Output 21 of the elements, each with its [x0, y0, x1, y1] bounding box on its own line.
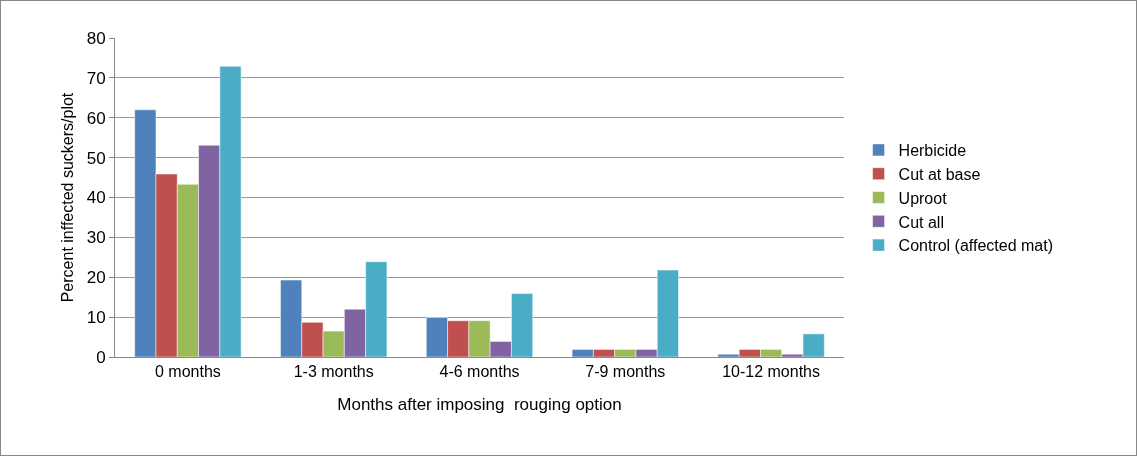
x-tick-label: 7-9 months: [585, 363, 666, 381]
y-tick-label: 10: [86, 308, 106, 328]
y-tick-label: 80: [86, 28, 106, 48]
y-tick-label: 0: [96, 347, 106, 367]
y-tick-label: 60: [86, 108, 106, 128]
x-tick-label: 1-3 months: [293, 363, 374, 381]
y-tick-label: 50: [86, 148, 106, 168]
legend-label: Uproot: [898, 189, 948, 207]
legend-label: Cut at base: [898, 165, 981, 183]
x-tick-label: 0 months: [154, 363, 221, 381]
legend-label: Herbicide: [898, 142, 967, 160]
y-axis-title: Percent inffected suckers/plot: [59, 92, 76, 303]
y-tick-label: 70: [86, 68, 106, 88]
x-tick-label: 4-6 months: [439, 363, 520, 381]
legend-label: Cut all: [898, 213, 944, 231]
x-axis-title: Months after imposing rouging option: [337, 394, 622, 414]
x-tick-label: 10-12 months: [722, 363, 821, 381]
legend-label: Control (affected mat): [898, 237, 1054, 255]
y-tick-label: 20: [86, 268, 106, 288]
y-tick-label: 40: [86, 188, 106, 208]
y-tick-label: 30: [86, 228, 106, 248]
